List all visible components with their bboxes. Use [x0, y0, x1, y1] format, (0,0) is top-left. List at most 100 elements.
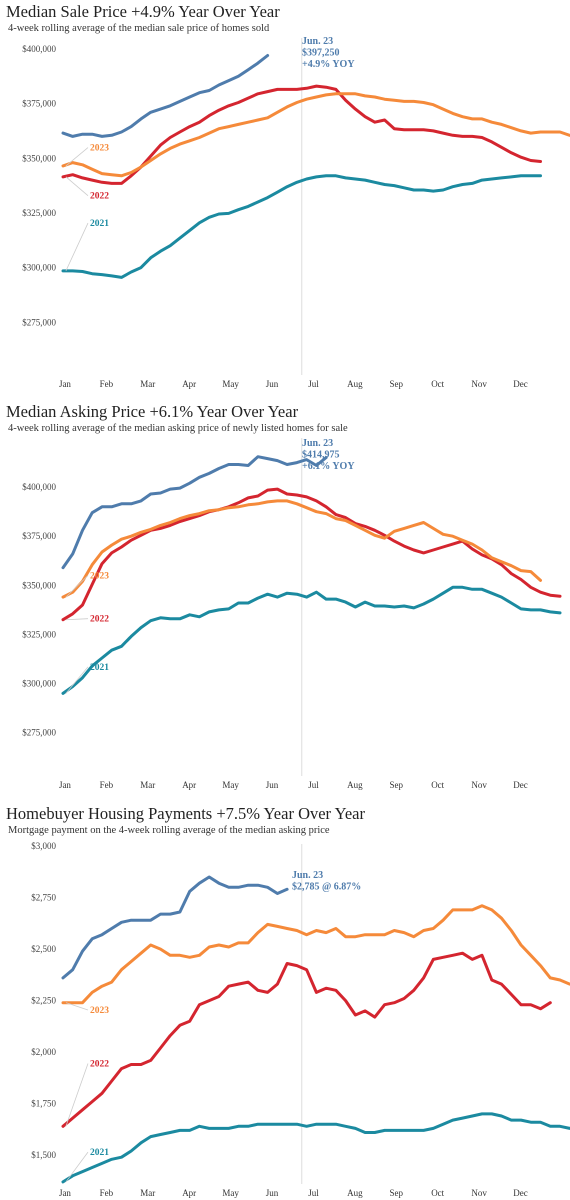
current-value-annotation: $414,975	[302, 450, 340, 461]
x-tick-label: Dec	[513, 1188, 528, 1198]
y-tick-label: $400,000	[22, 482, 56, 492]
chart-panel-housing-payments: Homebuyer Housing Payments +7.5% Year Ov…	[0, 800, 570, 1200]
x-tick-label: Mar	[140, 379, 155, 389]
y-tick-label: $350,000	[22, 153, 56, 163]
x-tick-label: Jan	[59, 780, 71, 790]
chart-subtitle: 4-week rolling average of the median sal…	[8, 23, 270, 34]
y-tick-label: $325,000	[22, 208, 56, 218]
x-tick-label: Jul	[308, 780, 319, 790]
current-value-annotation: +4.9% YOY	[302, 59, 355, 70]
x-tick-label: Jun	[266, 1188, 279, 1198]
y-tick-label: $375,000	[22, 99, 56, 109]
y-tick-label: $1,500	[31, 1150, 56, 1160]
series-label-2023: 2023	[90, 571, 109, 581]
chart-subtitle: 4-week rolling average of the median ask…	[8, 423, 348, 434]
x-tick-label: Aug	[347, 1188, 363, 1198]
series-label-2021: 2021	[90, 219, 109, 229]
x-tick-label: Apr	[182, 780, 196, 790]
y-tick-label: $325,000	[22, 629, 56, 639]
chart-title: Homebuyer Housing Payments +7.5% Year Ov…	[6, 804, 365, 823]
current-value-annotation: Jun. 23	[302, 438, 333, 449]
chart-subtitle: Mortgage payment on the 4-week rolling a…	[8, 825, 330, 836]
series-label-2022: 2022	[90, 615, 109, 625]
series-label-2022: 2022	[90, 192, 109, 202]
x-tick-label: Feb	[100, 780, 114, 790]
x-tick-label: Nov	[471, 379, 487, 389]
x-tick-label: Nov	[471, 780, 487, 790]
chart-panel-sale-price: Median Sale Price +4.9% Year Over Year 4…	[0, 0, 570, 400]
series-label-2022: 2022	[90, 1060, 109, 1070]
y-tick-label: $3,000	[31, 841, 56, 851]
housing-payments-chart: $3,000 $2,750 $2,500 $2,250 $2,000 $1,750 $1,5…	[31, 841, 570, 1198]
series-line-2021	[61, 585, 562, 695]
x-tick-label: Sep	[390, 780, 404, 790]
series-line-2024	[61, 875, 289, 980]
y-tick-label: $1,750	[31, 1099, 56, 1109]
series-label-leader	[65, 176, 89, 197]
y-tick-label: $275,000	[22, 728, 56, 738]
series-label-leader	[65, 1063, 89, 1127]
x-tick-label: Aug	[347, 780, 363, 790]
series-line-2022	[61, 487, 562, 622]
series-label-leader	[65, 222, 89, 272]
x-tick-label: May	[222, 379, 239, 389]
y-tick-label: $375,000	[22, 531, 56, 541]
y-tick-label: $400,000	[22, 44, 56, 54]
x-tick-label: Jan	[59, 1188, 71, 1198]
current-value-annotation: +6.1% YOY	[302, 461, 355, 472]
y-tick-label: $275,000	[22, 317, 56, 327]
chart-panel-asking-price: Median Asking Price +6.1% Year Over Year…	[0, 400, 570, 800]
current-value-annotation: $397,250	[302, 48, 340, 59]
series-line-2024	[61, 455, 328, 570]
x-tick-label: Feb	[100, 379, 114, 389]
y-tick-label: $300,000	[22, 263, 56, 273]
asking-price-chart: $400,000 $375,000 $350,000 $325,000 $300,000…	[22, 438, 562, 790]
series-label-2023: 2023	[90, 1006, 109, 1016]
x-tick-label: Dec	[513, 780, 528, 790]
x-tick-label: May	[222, 1188, 239, 1198]
y-tick-label: $2,250	[31, 996, 56, 1006]
x-tick-label: May	[222, 780, 239, 790]
x-tick-label: Feb	[100, 1188, 114, 1198]
current-value-annotation: $2,785 @ 6.87%	[292, 882, 361, 893]
series-line-2023	[61, 904, 570, 1005]
x-tick-label: Nov	[471, 1188, 487, 1198]
x-tick-label: Sep	[390, 1188, 404, 1198]
chart-title: Median Asking Price +6.1% Year Over Year	[6, 402, 299, 421]
series-label-leader	[65, 1151, 89, 1183]
x-tick-label: Mar	[140, 780, 155, 790]
x-tick-label: Jun	[266, 379, 279, 389]
chart-title: Median Sale Price +4.9% Year Over Year	[6, 2, 280, 21]
x-tick-label: Jul	[308, 379, 319, 389]
y-tick-label: $2,000	[31, 1047, 56, 1057]
x-tick-label: Jul	[308, 1188, 319, 1198]
x-tick-label: Apr	[182, 1188, 196, 1198]
current-value-annotation: Jun. 23	[302, 36, 333, 47]
current-value-annotation: Jun. 23	[292, 870, 323, 881]
x-tick-label: Aug	[347, 379, 363, 389]
y-tick-label: $300,000	[22, 679, 56, 689]
series-label-leader	[65, 618, 88, 621]
x-tick-label: Apr	[182, 379, 196, 389]
series-label-2021: 2021	[90, 1148, 109, 1158]
series-label-leader	[65, 666, 89, 694]
series-label-leader	[65, 575, 89, 598]
x-tick-label: Jan	[59, 379, 71, 389]
y-tick-label: $350,000	[22, 580, 56, 590]
series-label-leader	[65, 147, 89, 167]
x-tick-label: Oct	[431, 379, 444, 389]
x-tick-label: Sep	[390, 379, 404, 389]
series-line-2024	[61, 54, 270, 138]
series-label-2023: 2023	[90, 144, 109, 154]
series-label-leader	[65, 1002, 89, 1011]
x-tick-label: Oct	[431, 1188, 444, 1198]
series-line-2023	[61, 92, 570, 178]
series-line-2022	[61, 951, 552, 1128]
series-label-2021: 2021	[90, 663, 109, 673]
x-tick-label: Oct	[431, 780, 444, 790]
x-tick-label: Jun	[266, 780, 279, 790]
series-line-2021	[61, 1112, 570, 1184]
y-tick-label: $2,750	[31, 893, 56, 903]
x-tick-label: Dec	[513, 379, 528, 389]
series-line-2023	[61, 499, 542, 599]
